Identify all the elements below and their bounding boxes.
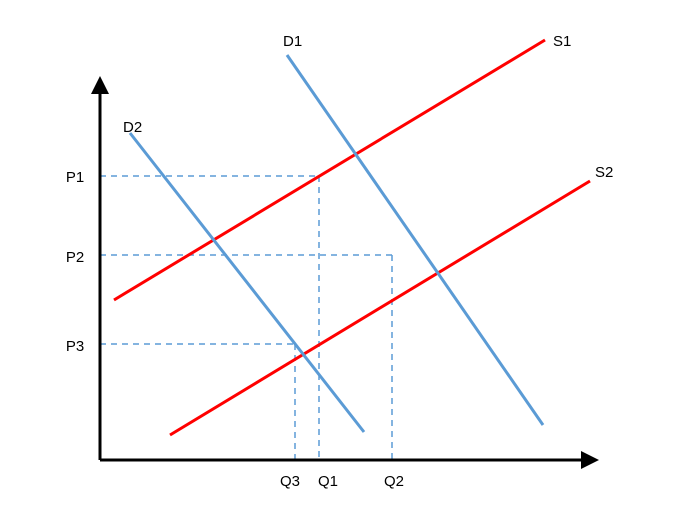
label-q3: Q3 [280, 473, 300, 490]
label-d1: D1 [283, 33, 302, 50]
curve-s1 [114, 40, 545, 300]
label-q2: Q2 [384, 473, 404, 490]
label-p2: P2 [66, 249, 84, 266]
label-p1: P1 [66, 169, 84, 186]
curves [114, 40, 590, 435]
label-p3: P3 [66, 338, 84, 355]
label-s1: S1 [553, 33, 571, 50]
labels: D1 D2 S1 S2 P1 P2 P3 Q3 Q1 Q2 [66, 33, 614, 490]
label-d2: D2 [123, 119, 142, 136]
curve-s2 [170, 181, 590, 435]
curve-d1 [287, 55, 543, 425]
guide-lines [100, 176, 392, 460]
label-q1: Q1 [318, 473, 338, 490]
supply-demand-diagram: D1 D2 S1 S2 P1 P2 P3 Q3 Q1 Q2 [0, 0, 695, 520]
label-s2: S2 [595, 164, 613, 181]
